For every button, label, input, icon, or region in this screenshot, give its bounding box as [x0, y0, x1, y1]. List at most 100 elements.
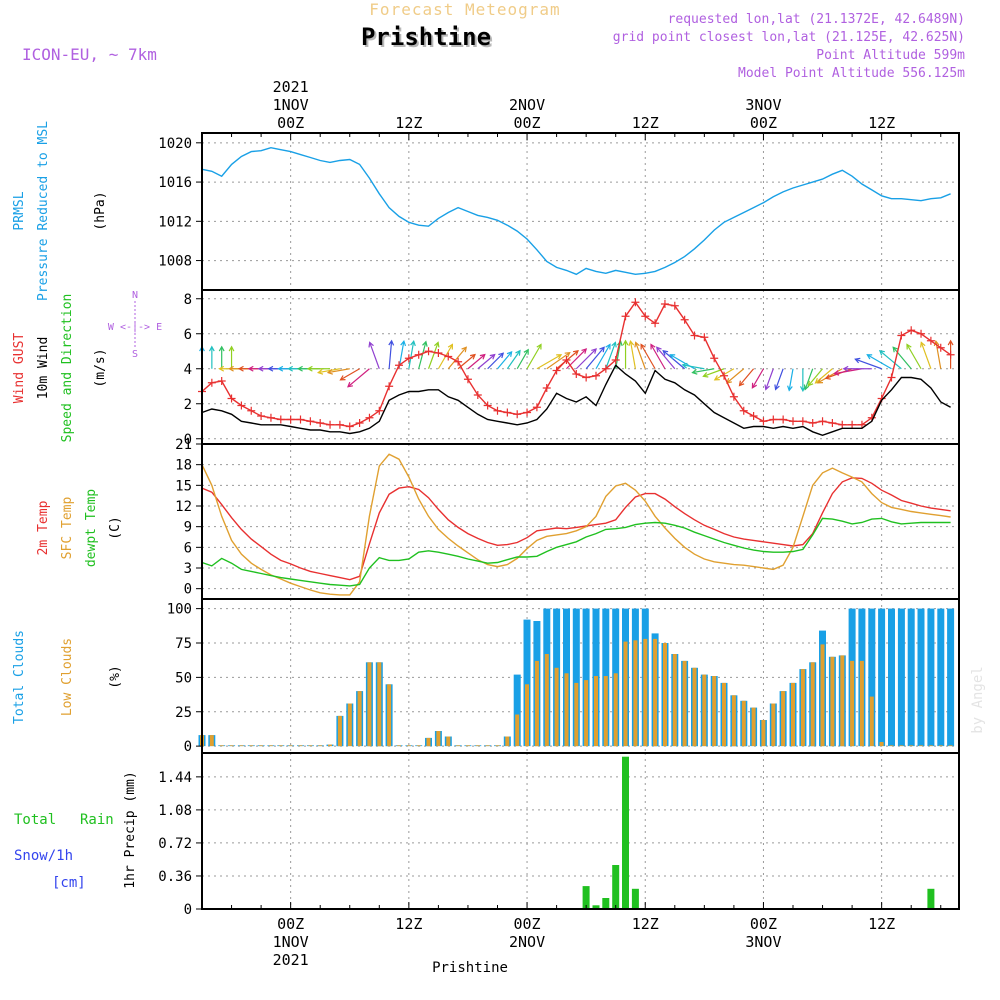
wind-arrow-40: [595, 344, 611, 370]
wind-marker-0-28: [473, 391, 482, 399]
time-label-bottom-2-1: 2NOV: [509, 933, 545, 951]
wind-marker-0-62: [808, 419, 817, 427]
pressure-ytick-label-0: 1008: [158, 254, 192, 270]
wind-arrow-73: [906, 344, 922, 370]
time-label-top-5-0: 12Z: [868, 114, 895, 132]
precip-bar-0-2: [602, 898, 610, 909]
clouds-bar-1-22: [416, 745, 421, 747]
wind-arrow-60: [788, 368, 794, 391]
pressure-ytick-label-3: 1020: [158, 136, 192, 152]
wind-marker-0-75: [936, 343, 945, 352]
wind-ytick-label-1: 2: [184, 397, 192, 413]
wind-arrowhead-56: [738, 380, 745, 387]
wind-marker-0-40: [592, 371, 600, 380]
wind-arrowhead-59: [774, 384, 780, 391]
wind-arrow-51: [682, 364, 705, 370]
wind-arrow-23: [427, 342, 439, 369]
time-label-top-4-1: 00Z: [750, 114, 777, 132]
requested-coords: requested lon,lat (21.1372E, 42.6489N): [668, 12, 965, 27]
wind-arrowhead-53: [702, 372, 709, 378]
clouds-bar-1-25: [446, 736, 451, 747]
clouds-bar-1-72: [909, 745, 914, 747]
wind-arrow-63: [807, 368, 824, 386]
wind-arrow-46: [640, 344, 656, 370]
wind-arrowhead-18: [368, 341, 374, 348]
temperature-ytick-label-6: 18: [175, 458, 192, 474]
wind-marker-0-38: [572, 370, 581, 378]
clouds-bar-1-55: [741, 700, 746, 747]
cloud-unit-label: (%): [108, 665, 123, 688]
precip-labels: Total Rain Snow/1h [cm] 1hr Precip (mm): [14, 771, 138, 891]
clouds-ytick-label-0: 0: [184, 739, 192, 755]
wind-marker-0-25: [444, 352, 453, 361]
wind-arrow-57: [751, 368, 764, 389]
wind-arrowhead-69: [854, 357, 861, 364]
wind-arrowhead-63: [807, 380, 814, 387]
wind-marker-0-16: [355, 419, 364, 427]
wind-arrowhead-48: [655, 346, 662, 353]
clouds-bar-0-75: [937, 608, 945, 747]
wind-arrow-30: [497, 351, 513, 370]
time-label-bottom-5-0: 12Z: [868, 915, 895, 933]
clouds-bar-1-53: [722, 682, 726, 747]
point-altitude: Point Altitude 599m: [816, 48, 965, 63]
pressure-unit-label: (hPa): [93, 191, 108, 230]
wind-arrowhead-62: [803, 384, 810, 391]
wind-arrow-25: [447, 346, 467, 370]
wind-arrowhead-68: [842, 365, 849, 372]
pressure-ytick-label-1: 1012: [158, 214, 192, 230]
wind-arrow-33: [526, 344, 542, 370]
wind-arrow-21: [408, 341, 415, 369]
clouds-bar-1-33: [525, 684, 529, 747]
compass-south: S: [132, 349, 138, 360]
cloud-labels: Total Clouds Low Clouds (%) by Angel: [12, 630, 986, 734]
temp-dewpt-label: dewpt Temp: [84, 489, 99, 567]
wind-marker-0-34: [532, 403, 541, 412]
clouds-bar-1-41: [603, 676, 608, 747]
pressure-ytick-label-2: 1016: [158, 175, 192, 191]
wind-arrowhead-7: [247, 365, 254, 372]
clouds-bar-1-70: [889, 745, 894, 747]
wind-arrow-74: [920, 342, 932, 369]
clouds-bar-1-8: [278, 745, 283, 747]
clouds-ytick-label-4: 100: [167, 602, 192, 618]
time-label-top-0-0: 2021: [273, 78, 309, 96]
clouds-bar-1-11: [308, 745, 313, 747]
wind-arrow-31: [506, 350, 521, 370]
wind-arrowhead-26: [469, 353, 476, 360]
wind-arrowhead-17: [347, 381, 354, 388]
wind-marker-0-20: [395, 361, 403, 370]
clouds-bar-1-40: [594, 676, 598, 747]
wind-arrowhead-10: [277, 365, 284, 372]
wind-arrow-55: [726, 368, 745, 384]
wind-arrowhead-70: [866, 354, 873, 360]
precip-bar-0-6: [927, 888, 935, 909]
clouds-bar-1-66: [850, 660, 855, 747]
time-label-bottom-0-0: 00Z: [277, 915, 304, 933]
wind-panel-frame: [201, 289, 960, 445]
wind-arrow-18: [369, 342, 380, 369]
wind-marker-0-56: [749, 412, 758, 420]
time-label-top-4-0: 3NOV: [745, 96, 781, 114]
wind-marker-0-46: [651, 319, 660, 328]
wind-arrow-44: [629, 341, 636, 369]
wind-marker-0-22: [414, 350, 423, 359]
wind-arrowhead-38: [591, 348, 597, 354]
wind-marker-0-33: [523, 408, 532, 417]
footer-location: Prishtine: [432, 960, 508, 976]
wind-arrowhead-6: [237, 365, 244, 372]
wind-marker-0-7: [266, 413, 275, 422]
wind-marker-0-55: [739, 406, 748, 415]
wind-arrow-75: [935, 341, 942, 369]
wind-marker-0-10: [296, 415, 305, 424]
clouds-bar-1-51: [702, 674, 707, 747]
clouds-bar-0-39: [582, 608, 590, 747]
wind-arrowhead-71: [878, 350, 885, 356]
pressure-reduced-label: Pressure Reduced to MSL: [36, 121, 51, 301]
wind-arrow-52: [692, 368, 715, 374]
precip-bar-0-0: [582, 886, 590, 909]
wind-arrowhead-39: [599, 346, 605, 353]
wind-marker-0-76: [946, 350, 955, 359]
clouds-bar-1-2: [219, 745, 224, 747]
